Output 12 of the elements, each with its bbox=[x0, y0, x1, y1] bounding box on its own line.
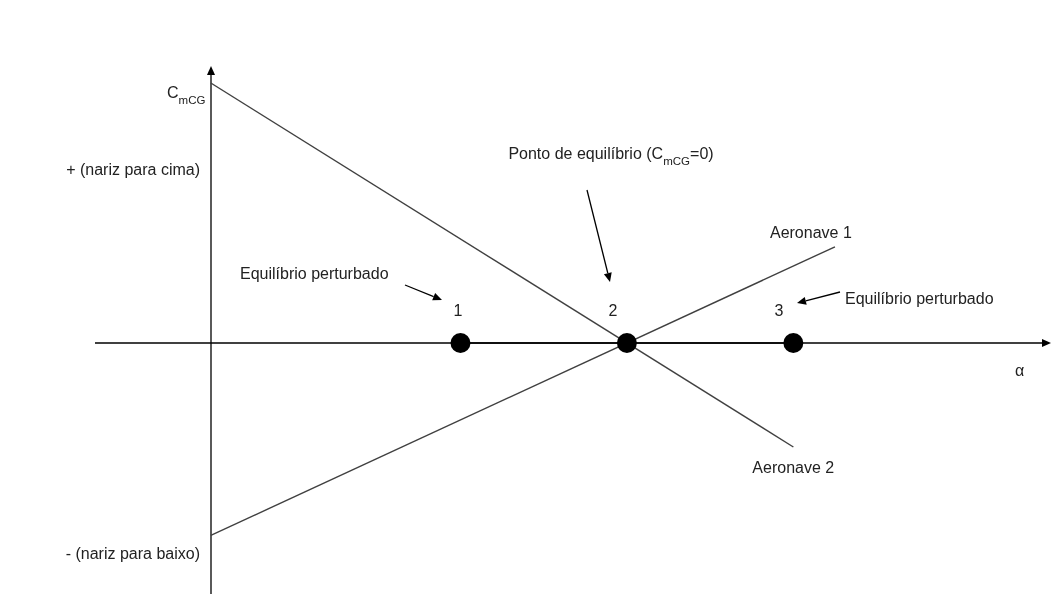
annotation: Equilíbrio perturbado bbox=[240, 265, 389, 282]
x-axis-title: α bbox=[1015, 362, 1025, 379]
annotation: Ponto de equilíbrio (C$_{mCG}$=0) bbox=[508, 145, 714, 167]
series-label: Aeronave 2 bbox=[752, 459, 835, 476]
annotation: 3 bbox=[774, 302, 784, 319]
annotation: + (nariz para cima) bbox=[66, 161, 200, 178]
series-label: Aeronave 1 bbox=[769, 223, 852, 241]
annotation: 2 bbox=[608, 302, 618, 319]
annotation: 1 bbox=[453, 302, 463, 319]
y-axis-title: C$_{mCG}$ bbox=[167, 84, 206, 106]
annotation: Equilíbrio perturbado bbox=[845, 290, 994, 307]
text: - (nariz para baixo) bbox=[65, 545, 200, 562]
